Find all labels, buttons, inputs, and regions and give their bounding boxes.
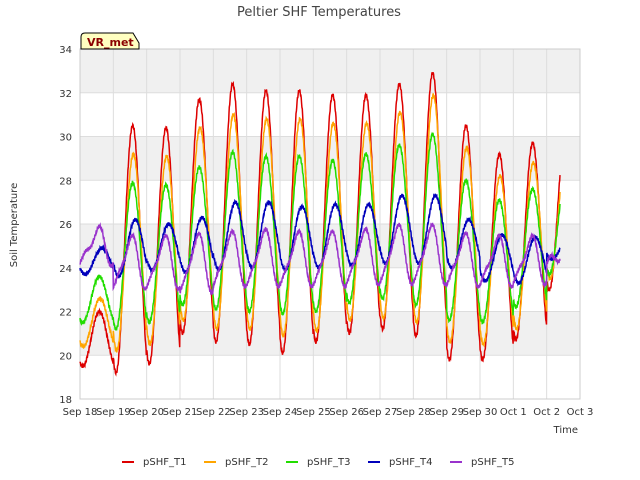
- badge-label: VR_met: [87, 36, 134, 49]
- y-tick-label: 22: [59, 308, 72, 319]
- legend-label-pSHF_T3: pSHF_T3: [307, 457, 350, 468]
- legend-label-pSHF_T1: pSHF_T1: [143, 457, 186, 468]
- x-axis-label: Time: [553, 425, 578, 436]
- y-axis-ticks: 18 20 22 24 26 28 30 32 34: [59, 45, 72, 406]
- x-tick-label: Sep 22: [196, 407, 231, 418]
- x-tick-label: Sep 23: [229, 407, 264, 418]
- plot-band: [80, 49, 580, 93]
- x-tick-label: Sep 21: [163, 407, 198, 418]
- y-tick-label: 28: [59, 176, 72, 187]
- y-tick-label: 32: [59, 89, 72, 100]
- legend-label-pSHF_T4: pSHF_T4: [389, 457, 432, 468]
- series-line-pSHF_T3: [79, 131, 561, 331]
- x-tick-label: Sep 19: [96, 407, 131, 418]
- badge-shape: [80, 32, 140, 50]
- plot-band: [80, 355, 580, 399]
- legend-label-pSHF_T2: pSHF_T2: [225, 457, 268, 468]
- x-tick-label: Oct 1: [500, 407, 527, 418]
- y-tick-label: 24: [59, 264, 72, 275]
- x-tick-label: Sep 18: [63, 407, 98, 418]
- y-tick-label: 34: [59, 45, 72, 56]
- x-tick-label: Sep 20: [129, 407, 164, 418]
- plot-band: [80, 267, 580, 312]
- x-tick-label: Oct 3: [567, 407, 594, 418]
- y-tick-label: 20: [59, 351, 72, 362]
- plot-band: [80, 311, 580, 356]
- y-tick-label: 18: [59, 395, 72, 406]
- chart-title: Peltier SHF Temperatures: [237, 5, 401, 20]
- plot-frame: [79, 48, 581, 400]
- legend: pSHF_T1 pSHF_T2 pSHF_T3 pSHF_T4 pSHF_T5: [122, 457, 514, 468]
- y-tick-label: 26: [59, 220, 72, 231]
- series-lines: [79, 72, 561, 377]
- annotation-badge: VR_met: [80, 32, 140, 50]
- y-axis-label: Soil Temperature: [9, 183, 20, 268]
- x-tick-label: Sep 27: [363, 407, 398, 418]
- series-line-pSHF_T5: [79, 222, 561, 295]
- legend-label-pSHF_T5: pSHF_T5: [471, 457, 514, 468]
- x-tick-label: Sep 30: [463, 407, 498, 418]
- x-tick-label: Sep 26: [329, 407, 364, 418]
- x-tick-label: Oct 2: [533, 407, 560, 418]
- x-tick-label: Sep 28: [396, 407, 431, 418]
- x-tick-label: Sep 29: [429, 407, 464, 418]
- x-tick-label: Sep 24: [263, 407, 298, 418]
- y-tick-label: 30: [59, 133, 72, 144]
- x-tick-label: Sep 25: [296, 407, 331, 418]
